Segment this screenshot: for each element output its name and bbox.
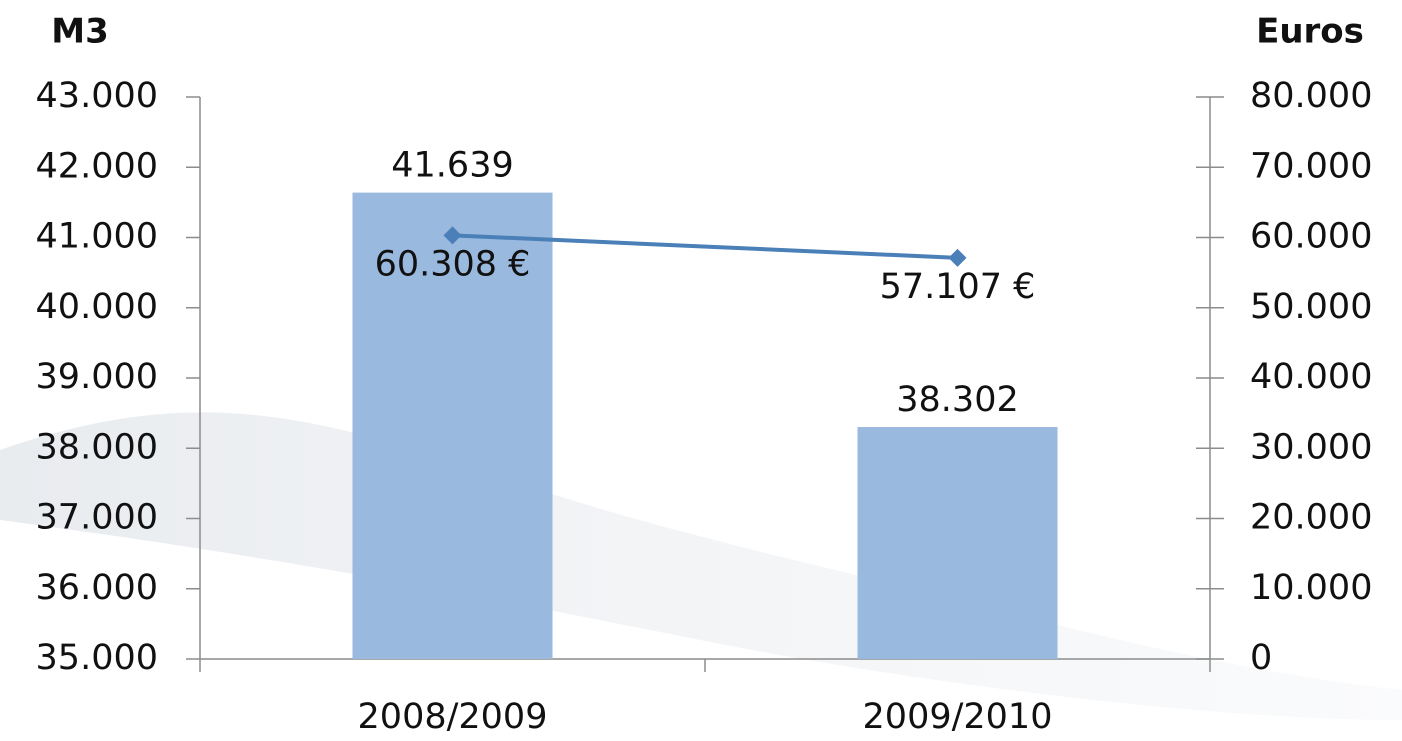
y2-tick-label: 0 [1250,638,1272,678]
y2-tick-label: 80.000 [1250,76,1372,116]
y2-tick-label: 40.000 [1250,357,1372,397]
x-tick-label: 2008/2009 [358,697,548,737]
y-tick-label: 35.000 [36,638,158,678]
y-tick-label: 43.000 [36,76,158,116]
y2-tick-label: 20.000 [1250,498,1372,538]
data-label: 60.308 € [375,244,531,284]
line-marker [949,249,967,267]
background-splash [0,412,1402,720]
y-axis-title: M3 [51,12,109,52]
y2-tick-label: 30.000 [1250,427,1372,467]
bar [858,427,1058,659]
y2-tick-label: 60.000 [1250,217,1372,257]
x-tick-label: 2009/2010 [863,697,1053,737]
data-label: 38.302 [896,380,1018,420]
y2-axis-title: Euros [1256,12,1364,52]
y-tick-label: 37.000 [36,498,158,538]
y2-tick-label: 10.000 [1250,568,1372,608]
y2-tick-label: 50.000 [1250,287,1372,327]
y-tick-label: 40.000 [36,287,158,327]
y-tick-label: 36.000 [36,568,158,608]
data-label: 57.107 € [880,267,1036,307]
y2-tick-label: 70.000 [1250,146,1372,186]
data-label: 41.639 [391,146,513,186]
chart: M3 Euros 35.000 36.000 37.000 38.000 39.000 4… [0,0,1402,741]
y-tick-label: 39.000 [36,357,158,397]
y-tick-label: 41.000 [36,217,158,257]
y-tick-label: 42.000 [36,146,158,186]
y-tick-label: 38.000 [36,427,158,467]
